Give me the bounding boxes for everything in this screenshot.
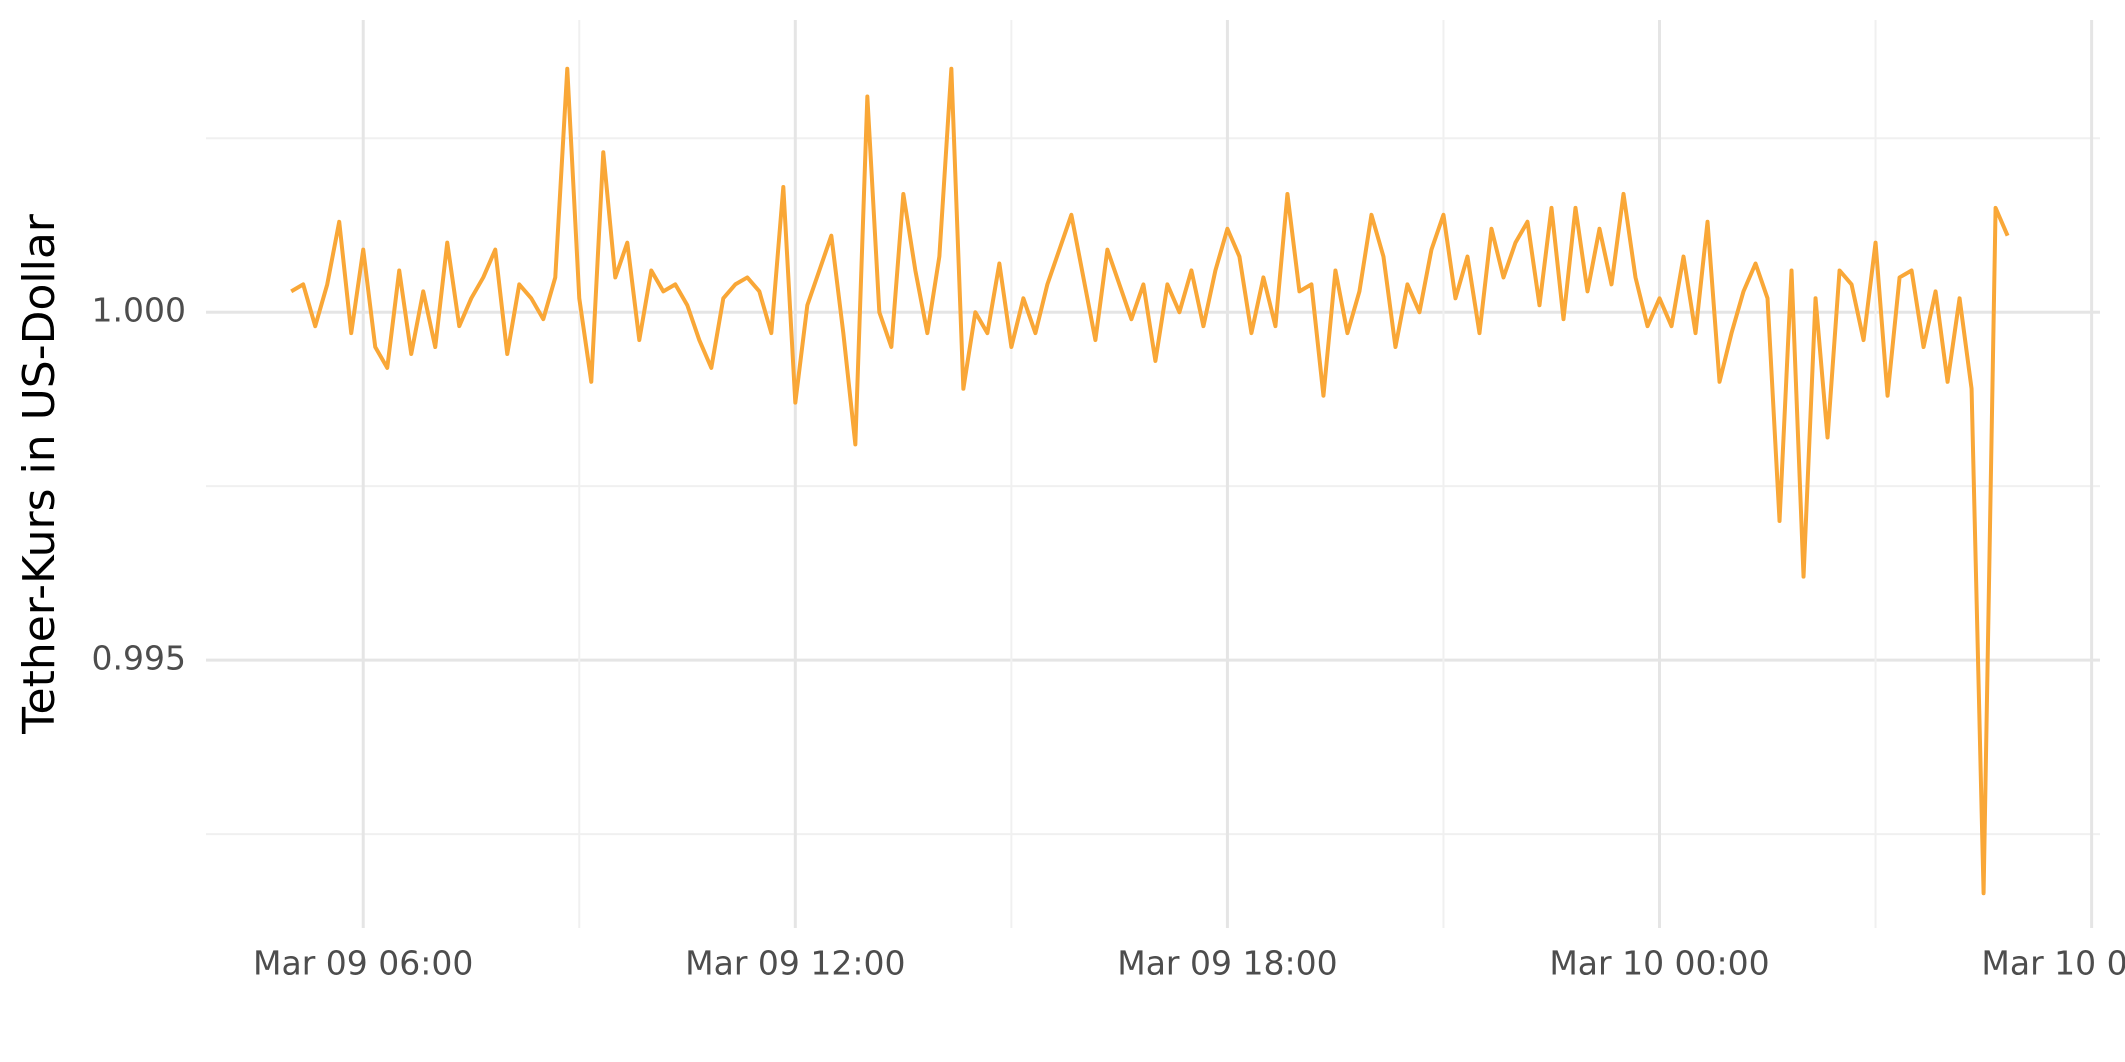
y-axis-title: Tether-Kurs in US-Dollar — [14, 213, 65, 735]
y-tick-label: 1.000 — [92, 291, 186, 330]
line-series — [290, 66, 2010, 896]
x-tick-label: Mar 09 12:00 — [685, 944, 905, 983]
grid — [206, 20, 2100, 928]
x-tick-label: Mar 09 18:00 — [1117, 944, 1337, 983]
x-tick-label: Mar 10 06:00 — [1981, 944, 2125, 983]
x-tick-label: Mar 09 06:00 — [253, 944, 473, 983]
y-tick-label: 0.995 — [92, 639, 186, 678]
x-tick-label: Mar 10 00:00 — [1549, 944, 1769, 983]
